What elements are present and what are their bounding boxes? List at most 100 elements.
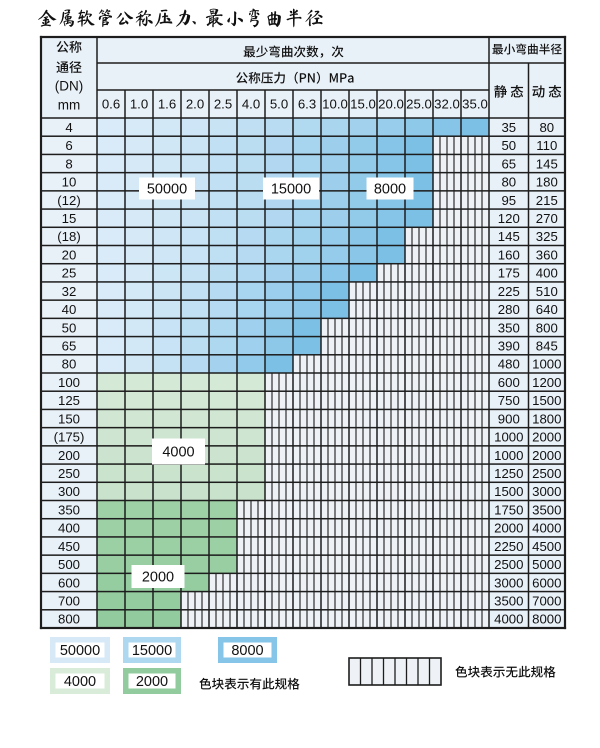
svg-text:2000: 2000 bbox=[142, 570, 174, 586]
svg-text:1000: 1000 bbox=[494, 430, 523, 445]
svg-text:450: 450 bbox=[58, 539, 80, 554]
svg-text:3000: 3000 bbox=[532, 484, 561, 499]
svg-text:50: 50 bbox=[501, 138, 516, 153]
svg-text:25: 25 bbox=[62, 266, 77, 281]
svg-text:40: 40 bbox=[62, 302, 77, 317]
svg-text:150: 150 bbox=[58, 411, 80, 426]
svg-text:3500: 3500 bbox=[532, 502, 561, 517]
svg-text:175: 175 bbox=[498, 266, 520, 281]
svg-text:800: 800 bbox=[536, 320, 558, 335]
svg-text:500: 500 bbox=[58, 557, 80, 572]
svg-text:600: 600 bbox=[58, 575, 80, 590]
svg-text:2500: 2500 bbox=[494, 557, 523, 572]
svg-text:65: 65 bbox=[501, 156, 516, 171]
svg-text:1.0: 1.0 bbox=[130, 97, 148, 112]
svg-text:1750: 1750 bbox=[494, 502, 523, 517]
svg-text:80: 80 bbox=[62, 357, 77, 372]
svg-text:120: 120 bbox=[498, 211, 520, 226]
svg-text:35.0: 35.0 bbox=[462, 97, 488, 112]
svg-text:7000: 7000 bbox=[532, 594, 561, 609]
svg-text:6.3: 6.3 bbox=[298, 97, 316, 112]
svg-text:4.0: 4.0 bbox=[242, 97, 260, 112]
svg-text:0.6: 0.6 bbox=[102, 97, 120, 112]
svg-text:145: 145 bbox=[536, 156, 558, 171]
svg-text:10: 10 bbox=[62, 175, 77, 190]
svg-text:95: 95 bbox=[501, 193, 516, 208]
svg-text:80: 80 bbox=[539, 120, 554, 135]
svg-text:145: 145 bbox=[498, 229, 520, 244]
svg-text:325: 325 bbox=[536, 229, 558, 244]
svg-text:1.6: 1.6 bbox=[158, 97, 176, 112]
svg-text:180: 180 bbox=[536, 175, 558, 190]
svg-text:(18): (18) bbox=[57, 229, 80, 244]
svg-text:800: 800 bbox=[58, 612, 80, 627]
svg-text:225: 225 bbox=[498, 284, 520, 299]
svg-text:700: 700 bbox=[58, 594, 80, 609]
svg-text:280: 280 bbox=[498, 302, 520, 317]
svg-text:15: 15 bbox=[62, 211, 77, 226]
svg-text:845: 845 bbox=[536, 339, 558, 354]
svg-text:400: 400 bbox=[536, 266, 558, 281]
svg-text:510: 510 bbox=[536, 284, 558, 299]
svg-text:50000: 50000 bbox=[60, 643, 100, 659]
svg-text:8000: 8000 bbox=[532, 612, 561, 627]
svg-text:215: 215 bbox=[536, 193, 558, 208]
svg-text:20.0: 20.0 bbox=[378, 97, 404, 112]
svg-text:80: 80 bbox=[501, 175, 516, 190]
svg-text:3000: 3000 bbox=[494, 575, 523, 590]
svg-text:6000: 6000 bbox=[532, 575, 561, 590]
svg-text:750: 750 bbox=[498, 393, 520, 408]
svg-text:(175): (175) bbox=[54, 430, 85, 445]
svg-text:32.0: 32.0 bbox=[434, 97, 460, 112]
svg-text:2000: 2000 bbox=[532, 448, 561, 463]
svg-text:65: 65 bbox=[62, 339, 77, 354]
svg-text:2000: 2000 bbox=[532, 430, 561, 445]
svg-text:1000: 1000 bbox=[532, 357, 561, 372]
svg-text:160: 160 bbox=[498, 247, 520, 262]
svg-text:20: 20 bbox=[62, 247, 77, 262]
svg-text:(DN): (DN) bbox=[55, 79, 84, 94]
svg-text:4: 4 bbox=[65, 120, 72, 135]
svg-text:25.0: 25.0 bbox=[406, 97, 432, 112]
svg-text:5.0: 5.0 bbox=[270, 97, 288, 112]
svg-text:1250: 1250 bbox=[494, 466, 523, 481]
svg-text:4000: 4000 bbox=[532, 521, 561, 536]
svg-text:32: 32 bbox=[62, 284, 77, 299]
svg-text:400: 400 bbox=[58, 521, 80, 536]
svg-text:2500: 2500 bbox=[532, 466, 561, 481]
svg-text:640: 640 bbox=[536, 302, 558, 317]
svg-text:8000: 8000 bbox=[231, 643, 263, 659]
svg-text:4000: 4000 bbox=[64, 674, 96, 690]
svg-text:350: 350 bbox=[498, 320, 520, 335]
svg-text:15000: 15000 bbox=[132, 643, 172, 659]
svg-text:100: 100 bbox=[58, 375, 80, 390]
svg-text:360: 360 bbox=[536, 247, 558, 262]
svg-text:900: 900 bbox=[498, 411, 520, 426]
svg-text:50000: 50000 bbox=[147, 182, 187, 198]
svg-text:270: 270 bbox=[536, 211, 558, 226]
svg-text:4000: 4000 bbox=[162, 445, 194, 461]
svg-text:50: 50 bbox=[62, 320, 77, 335]
svg-text:15000: 15000 bbox=[271, 182, 311, 198]
svg-text:8000: 8000 bbox=[374, 182, 406, 198]
svg-text:3500: 3500 bbox=[494, 594, 523, 609]
svg-text:125: 125 bbox=[58, 393, 80, 408]
svg-text:250: 250 bbox=[58, 466, 80, 481]
svg-text:6: 6 bbox=[65, 138, 72, 153]
svg-text:2000: 2000 bbox=[494, 521, 523, 536]
svg-text:10.0: 10.0 bbox=[322, 97, 348, 112]
svg-text:480: 480 bbox=[498, 357, 520, 372]
svg-text:2.5: 2.5 bbox=[214, 97, 232, 112]
svg-text:1000: 1000 bbox=[494, 448, 523, 463]
svg-text:5000: 5000 bbox=[532, 557, 561, 572]
svg-text:390: 390 bbox=[498, 339, 520, 354]
svg-text:1800: 1800 bbox=[532, 411, 561, 426]
svg-text:1500: 1500 bbox=[532, 393, 561, 408]
svg-text:mm: mm bbox=[58, 98, 81, 113]
svg-text:200: 200 bbox=[58, 448, 80, 463]
svg-text:15.0: 15.0 bbox=[350, 97, 376, 112]
svg-text:2.0: 2.0 bbox=[186, 97, 204, 112]
svg-text:350: 350 bbox=[58, 502, 80, 517]
svg-text:2000: 2000 bbox=[136, 674, 168, 690]
svg-text:8: 8 bbox=[65, 156, 72, 171]
